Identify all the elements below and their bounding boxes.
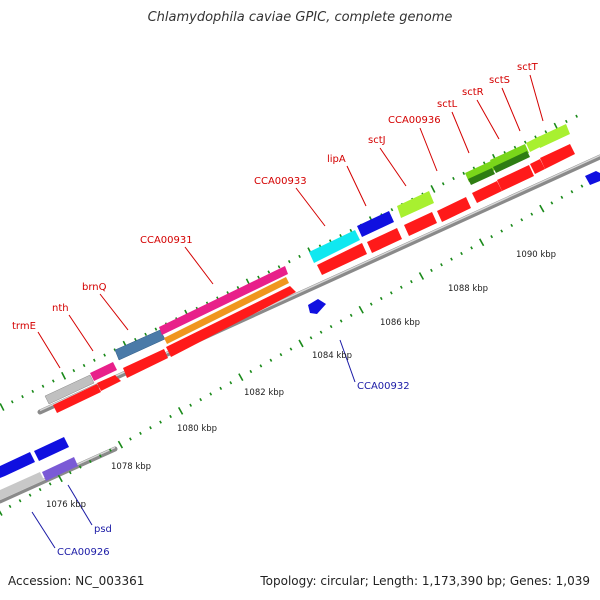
kbp-label: 1080 kbp (177, 424, 217, 434)
gene-CCA00926[interactable] (0, 452, 35, 478)
forward-cds-track (53, 144, 575, 413)
gene-sctL[interactable] (465, 161, 495, 182)
gene-label-brnq: brnQ (82, 282, 107, 293)
gene-lipA[interactable] (357, 211, 394, 237)
genome-backbone (37, 154, 600, 415)
kbp-label: 1078 kbp (111, 462, 151, 472)
gene-CCA00933[interactable] (309, 230, 360, 263)
gene-trmE[interactable] (44, 374, 95, 405)
gene-sctJ[interactable] (397, 191, 434, 218)
cds-arrow[interactable] (404, 212, 437, 236)
gene-label-sctj: sctJ (368, 135, 386, 146)
cds-arrow[interactable] (472, 181, 502, 203)
gene-label-cca00936: CCA00936 (388, 115, 441, 126)
gene-label-cca00926: CCA00926 (57, 547, 110, 558)
gene-sctT[interactable] (536, 124, 570, 148)
cds-arrow[interactable] (530, 159, 545, 174)
genome-summary-text: Topology: circular; Length: 1,173,390 bp… (260, 574, 590, 588)
gene-label-cca00931: CCA00931 (140, 235, 193, 246)
gene-labels: trmEnthbrnQCCA00931CCA00933lipAsctJCCA00… (12, 62, 544, 558)
cds-arrow[interactable] (317, 243, 367, 275)
map-title: Chlamydophila caviae GPIC, complete geno… (147, 10, 453, 25)
cds-arrow[interactable] (437, 197, 471, 222)
kbp-scale-labels: 1076 kbp 1078 kbp 1080 kbp 1082 kbp 1084 kbp… (46, 250, 556, 510)
kbp-label: 1086 kbp (380, 318, 420, 328)
reverse-genes (0, 171, 600, 500)
kbp-label: 1076 kbp (46, 500, 86, 510)
gene-sctR[interactable] (490, 144, 529, 169)
forward-genes (44, 124, 570, 405)
cds-arrow[interactable] (97, 375, 121, 391)
cds-arrow[interactable] (123, 349, 168, 378)
cds-arrow[interactable] (367, 228, 402, 253)
kbp-label: 1088 kbp (448, 284, 488, 294)
gene-label-cca00932: CCA00932 (357, 381, 410, 392)
accession-text: Accession: NC_003361 (8, 574, 145, 588)
cds-arrow[interactable] (540, 144, 575, 169)
kbp-label: 1082 kbp (244, 388, 284, 398)
gene-label-nth: nth (52, 303, 69, 314)
gene-label-sctr: sctR (462, 87, 484, 98)
gene-CCA00932[interactable] (308, 299, 326, 314)
gene-label-sctl: sctL (437, 99, 458, 110)
gene-label-scts: sctS (489, 75, 510, 86)
gene-nth[interactable] (90, 362, 117, 381)
gene-label-sctt: sctT (517, 62, 539, 73)
gene-psd[interactable] (42, 457, 78, 481)
gene-label-cca00933: CCA00933 (254, 176, 307, 187)
kbp-label: 1084 kbp (312, 351, 352, 361)
gene-label-lipa: lipA (327, 154, 346, 165)
cds-arrow[interactable] (497, 165, 534, 191)
cds-arrow[interactable] (166, 286, 296, 357)
gene-label-trme: trmE (12, 321, 36, 332)
kbp-label: 1090 kbp (516, 250, 556, 260)
cds-arrow[interactable] (53, 384, 101, 413)
gene-label-psd: psd (94, 524, 112, 535)
gene-CCA00931[interactable] (159, 266, 288, 335)
